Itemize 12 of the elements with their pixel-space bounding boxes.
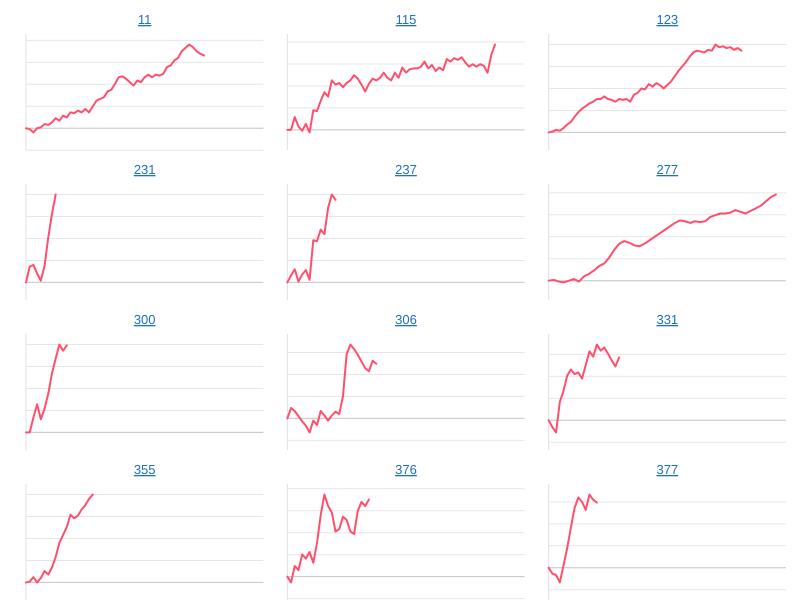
- chart-title: 331: [656, 312, 678, 327]
- chart-title: 231: [134, 162, 156, 177]
- chart-title: 355: [134, 462, 156, 477]
- chart-title: 377: [656, 462, 678, 477]
- chart-title: 11: [138, 12, 152, 27]
- chart-title: 277: [656, 162, 678, 177]
- chart-title: 237: [395, 162, 417, 177]
- chart-title: 376: [395, 462, 417, 477]
- chart-title: 123: [656, 12, 678, 27]
- chart-title: 115: [396, 12, 416, 27]
- chart-title: 300: [134, 312, 156, 327]
- chart-title: 306: [395, 312, 417, 327]
